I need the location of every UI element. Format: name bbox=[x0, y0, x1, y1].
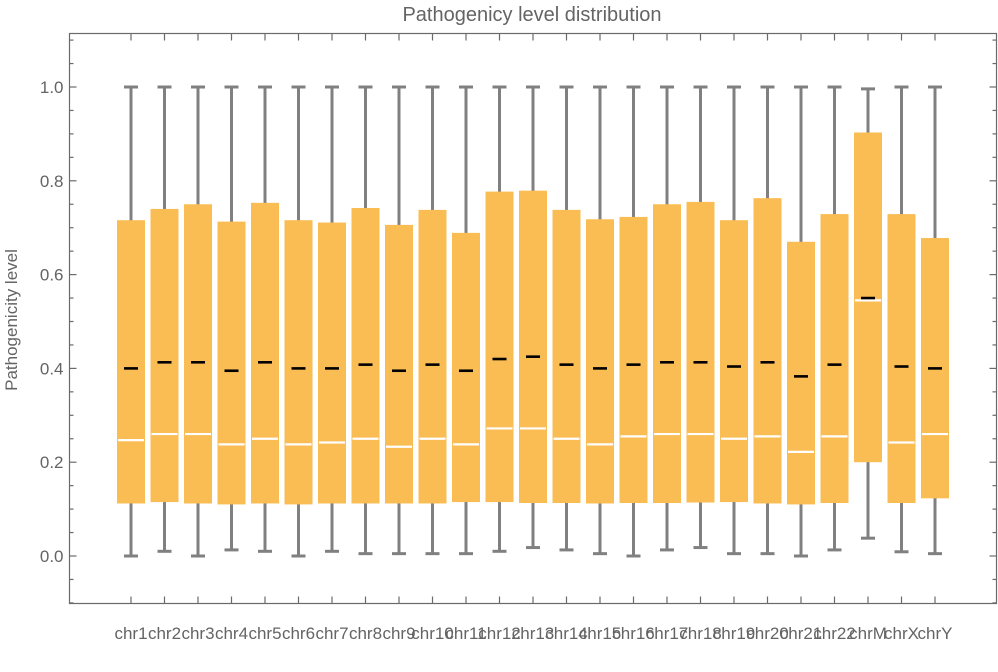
box-body bbox=[184, 204, 212, 504]
box-body bbox=[318, 222, 346, 504]
box-body bbox=[820, 214, 849, 504]
x-tick-label: chr12 bbox=[478, 624, 521, 643]
box-chr2 bbox=[150, 85, 179, 553]
x-tick-label: chr7 bbox=[315, 624, 348, 643]
box-body bbox=[284, 220, 313, 505]
x-tick-label: chr9 bbox=[382, 624, 415, 643]
box-chr8 bbox=[351, 85, 380, 556]
box-chr6 bbox=[284, 85, 313, 558]
box-body bbox=[418, 209, 447, 504]
y-tick-label: 0.6 bbox=[40, 266, 64, 285]
box-body bbox=[552, 209, 581, 504]
x-tick-label: chr17 bbox=[646, 624, 689, 643]
x-tick-label: chr16 bbox=[612, 624, 655, 643]
x-tick-label: chr4 bbox=[215, 624, 248, 643]
y-tick-label: 0.0 bbox=[40, 547, 64, 566]
box-chr19 bbox=[720, 85, 748, 556]
box-body bbox=[653, 204, 681, 504]
x-tick-label: chrY bbox=[918, 624, 953, 643]
box-chrM bbox=[854, 87, 882, 540]
boxes bbox=[117, 85, 949, 558]
box-chrY bbox=[921, 85, 949, 556]
x-tick-label: chr15 bbox=[579, 624, 622, 643]
box-chr17 bbox=[653, 85, 681, 552]
box-chr9 bbox=[385, 85, 413, 556]
x-tick-label: chr6 bbox=[282, 624, 315, 643]
x-tick-label: chr1 bbox=[114, 624, 147, 643]
box-chrX bbox=[887, 85, 916, 554]
box-chr10 bbox=[418, 85, 447, 556]
box-chr3 bbox=[184, 85, 212, 558]
x-tick-label: chr2 bbox=[148, 624, 181, 643]
x-tick-label: chrX bbox=[884, 624, 919, 643]
box-body bbox=[452, 232, 480, 503]
box-body bbox=[753, 198, 782, 504]
box-body bbox=[117, 220, 145, 504]
x-axis: chr1 chr2 chr3 chr4 chr5 chr6 chr7 chr8 chr9chr1… bbox=[114, 33, 953, 643]
y-axis-label: Pathogenicity level bbox=[2, 249, 21, 391]
box-body bbox=[720, 220, 748, 503]
box-chr14 bbox=[552, 85, 581, 552]
x-tick-label: chr22 bbox=[813, 624, 856, 643]
x-tick-label: chr19 bbox=[713, 624, 756, 643]
box-chr22 bbox=[820, 85, 849, 552]
x-tick-label: chr21 bbox=[780, 624, 823, 643]
box-body bbox=[686, 201, 715, 503]
box-chr13 bbox=[519, 85, 547, 550]
x-tick-label: chr13 bbox=[512, 624, 555, 643]
box-chr5 bbox=[251, 85, 279, 553]
box-chr16 bbox=[619, 85, 648, 558]
box-chr4 bbox=[217, 85, 246, 552]
box-body bbox=[586, 219, 614, 504]
box-chr1 bbox=[117, 85, 145, 558]
box-body bbox=[619, 216, 648, 504]
x-tick-label: chr10 bbox=[411, 624, 454, 643]
y-tick-label: 0.8 bbox=[40, 172, 64, 191]
x-tick-label: chr11 bbox=[445, 624, 486, 643]
box-body bbox=[385, 224, 413, 504]
y-tick-label: 0.4 bbox=[40, 359, 64, 378]
box-body bbox=[787, 241, 815, 505]
y-tick-label: 1.0 bbox=[40, 78, 64, 97]
box-chr20 bbox=[753, 85, 782, 556]
box-chr7 bbox=[318, 85, 346, 553]
box-chr18 bbox=[686, 85, 715, 550]
x-tick-label: chr3 bbox=[181, 624, 214, 643]
box-body bbox=[251, 202, 279, 504]
box-chr21 bbox=[787, 85, 815, 558]
x-tick-label: chr20 bbox=[746, 624, 789, 643]
x-tick-label: chr18 bbox=[679, 624, 722, 643]
y-axis: 0.0 0.2 0.4 0.6 0.8 1.0 bbox=[40, 39, 997, 604]
box-body bbox=[887, 214, 916, 504]
box-body bbox=[217, 221, 246, 505]
box-chr12 bbox=[485, 85, 514, 553]
box-body bbox=[519, 190, 547, 504]
box-body bbox=[485, 191, 514, 503]
x-tick-label: chr8 bbox=[349, 624, 382, 643]
box-chr11 bbox=[452, 85, 480, 556]
y-tick-label: 0.2 bbox=[40, 453, 64, 472]
box-body bbox=[351, 208, 380, 504]
box-body bbox=[150, 208, 179, 503]
chart-title: Pathogenicy level distribution bbox=[402, 4, 661, 26]
x-tick-label: chrM bbox=[849, 624, 887, 643]
x-tick-label: chr14 bbox=[545, 624, 588, 643]
x-tick-label: chr5 bbox=[248, 624, 281, 643]
box-chr15 bbox=[586, 85, 614, 556]
